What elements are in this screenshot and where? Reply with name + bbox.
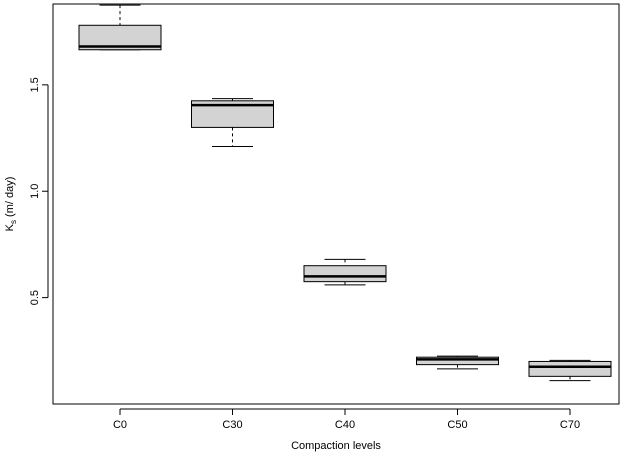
iqr-box: [416, 356, 499, 366]
plot-frame: [52, 3, 620, 405]
x-axis: C0 C30 C40 C50 C70: [113, 408, 580, 431]
box-series: [78, 4, 612, 382]
y-tick-label: 1.5: [29, 77, 41, 92]
iqr-box: [303, 265, 387, 283]
x-tick-label: C70: [560, 419, 580, 431]
x-tick-label: C30: [222, 419, 242, 431]
x-tick-label: C0: [113, 419, 127, 431]
y-axis-title-suffix: (m/ day): [4, 177, 16, 220]
y-axis-title-prefix: K: [4, 223, 16, 231]
box-c50: [416, 355, 499, 370]
y-tick-label: 0.5: [29, 290, 41, 305]
box-c0: [78, 4, 162, 51]
box-c40: [303, 258, 387, 286]
y-tick-label: 1.0: [29, 184, 41, 199]
y-axis-title-subscript: s: [9, 220, 18, 224]
y-axis: 0.5 1.0 1.5: [29, 77, 49, 305]
box-c70: [528, 359, 612, 382]
y-axis-title: Ks (m/ day): [4, 177, 18, 232]
box-c30: [191, 98, 274, 148]
x-tick-label: C40: [335, 419, 355, 431]
iqr-box: [528, 360, 612, 377]
x-axis-title: Compaction levels: [291, 440, 381, 452]
x-tick-label: C50: [447, 419, 467, 431]
